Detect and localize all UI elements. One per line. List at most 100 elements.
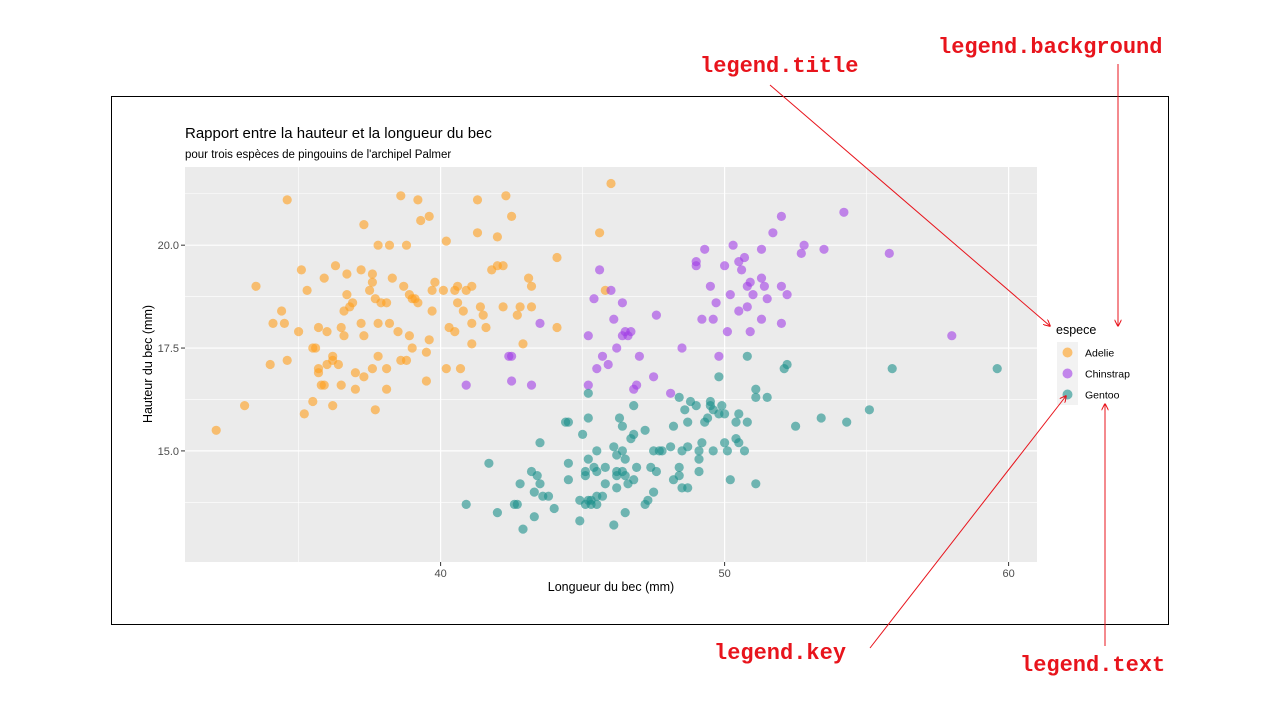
point-chinstrap <box>649 372 659 382</box>
point-gentoo <box>720 438 730 448</box>
point-adelie <box>282 195 292 205</box>
point-adelie <box>515 302 525 312</box>
point-adelie <box>453 298 463 308</box>
legend: espece Adelie Chinstrap Gentoo <box>1056 323 1130 405</box>
annotation-legend-background: legend.background <box>938 35 1162 60</box>
point-gentoo <box>583 454 593 464</box>
point-gentoo <box>708 446 718 456</box>
point-chinstrap <box>722 327 733 337</box>
point-chinstrap <box>782 290 792 300</box>
point-adelie <box>282 355 292 365</box>
point-gentoo <box>492 507 502 518</box>
point-gentoo <box>683 483 693 493</box>
point-gentoo <box>532 471 542 481</box>
point-chinstrap <box>597 351 608 361</box>
point-gentoo <box>578 429 588 439</box>
point-chinstrap <box>714 351 724 361</box>
point-adelie <box>438 285 448 295</box>
chart-title: Rapport entre la hauteur et la longueur … <box>185 125 492 142</box>
point-gentoo <box>651 466 662 477</box>
point-gentoo <box>816 413 826 423</box>
point-adelie <box>382 298 392 308</box>
point-adelie <box>441 236 451 246</box>
point-adelie <box>367 277 377 287</box>
point-gentoo <box>563 458 574 468</box>
point-gentoo <box>864 405 875 415</box>
point-adelie <box>401 240 412 250</box>
point-adelie <box>498 261 508 271</box>
point-adelie <box>404 331 414 341</box>
point-adelie <box>367 269 377 279</box>
point-adelie <box>268 318 278 328</box>
point-adelie <box>455 364 466 374</box>
point-gentoo <box>683 417 693 427</box>
point-gentoo <box>629 401 639 411</box>
point-chinstrap <box>609 314 619 324</box>
point-chinstrap <box>884 248 894 258</box>
point-gentoo <box>597 491 608 501</box>
point-chinstrap <box>632 380 642 390</box>
point-chinstrap <box>526 380 537 390</box>
point-chinstrap <box>734 306 744 316</box>
point-adelie <box>606 178 616 189</box>
point-gentoo <box>609 520 619 530</box>
point-adelie <box>373 240 383 250</box>
point-chinstrap <box>507 376 517 386</box>
point-adelie <box>367 364 377 374</box>
x-tick-label: 50 <box>718 568 730 580</box>
chart-subtitle: pour trois espèces de pingouins de l'arc… <box>185 149 451 161</box>
point-chinstrap <box>700 244 710 254</box>
point-chinstrap <box>691 257 701 267</box>
point-adelie <box>356 318 366 328</box>
point-adelie <box>328 401 338 411</box>
point-adelie <box>299 409 309 419</box>
point-chinstrap <box>739 252 750 263</box>
point-gentoo <box>620 454 630 464</box>
point-gentoo <box>703 413 713 423</box>
point-adelie <box>365 285 375 295</box>
point-chinstrap <box>708 314 718 324</box>
point-adelie <box>313 322 324 333</box>
point-adelie <box>382 384 392 394</box>
point-gentoo <box>600 462 610 472</box>
arrow-legend-title <box>769 84 1050 326</box>
y-axis-label: Hauteur du bec (mm) <box>141 305 155 423</box>
point-gentoo <box>674 392 684 402</box>
point-gentoo <box>697 438 707 448</box>
point-gentoo <box>518 524 528 534</box>
point-gentoo <box>762 392 772 402</box>
point-adelie <box>313 368 324 378</box>
point-gentoo <box>734 409 744 419</box>
point-adelie <box>427 306 437 316</box>
point-adelie <box>302 285 312 295</box>
point-gentoo <box>751 479 761 489</box>
y-tick-label: 15.0 <box>158 446 179 458</box>
point-adelie <box>350 384 360 394</box>
point-chinstrap <box>756 244 767 254</box>
point-chinstrap <box>728 240 738 250</box>
point-gentoo <box>751 384 761 394</box>
point-gentoo <box>680 405 690 415</box>
point-chinstrap <box>705 281 716 291</box>
point-gentoo <box>600 479 610 489</box>
point-gentoo <box>484 458 494 468</box>
annotation-legend-key: legend.key <box>714 641 846 666</box>
point-adelie <box>359 220 369 230</box>
point-adelie <box>413 195 423 205</box>
point-gentoo <box>620 507 630 518</box>
point-adelie <box>401 355 412 365</box>
point-adelie <box>595 228 605 238</box>
point-adelie <box>472 195 483 205</box>
point-adelie <box>399 281 409 291</box>
point-adelie <box>424 211 434 221</box>
point-adelie <box>526 302 537 312</box>
point-adelie <box>498 302 508 312</box>
point-chinstrap <box>742 302 752 312</box>
legend-title: espece <box>1056 323 1096 337</box>
point-gentoo <box>515 479 525 489</box>
point-adelie <box>396 191 406 201</box>
point-adelie <box>492 232 502 242</box>
point-adelie <box>251 281 261 291</box>
point-gentoo <box>992 364 1002 374</box>
